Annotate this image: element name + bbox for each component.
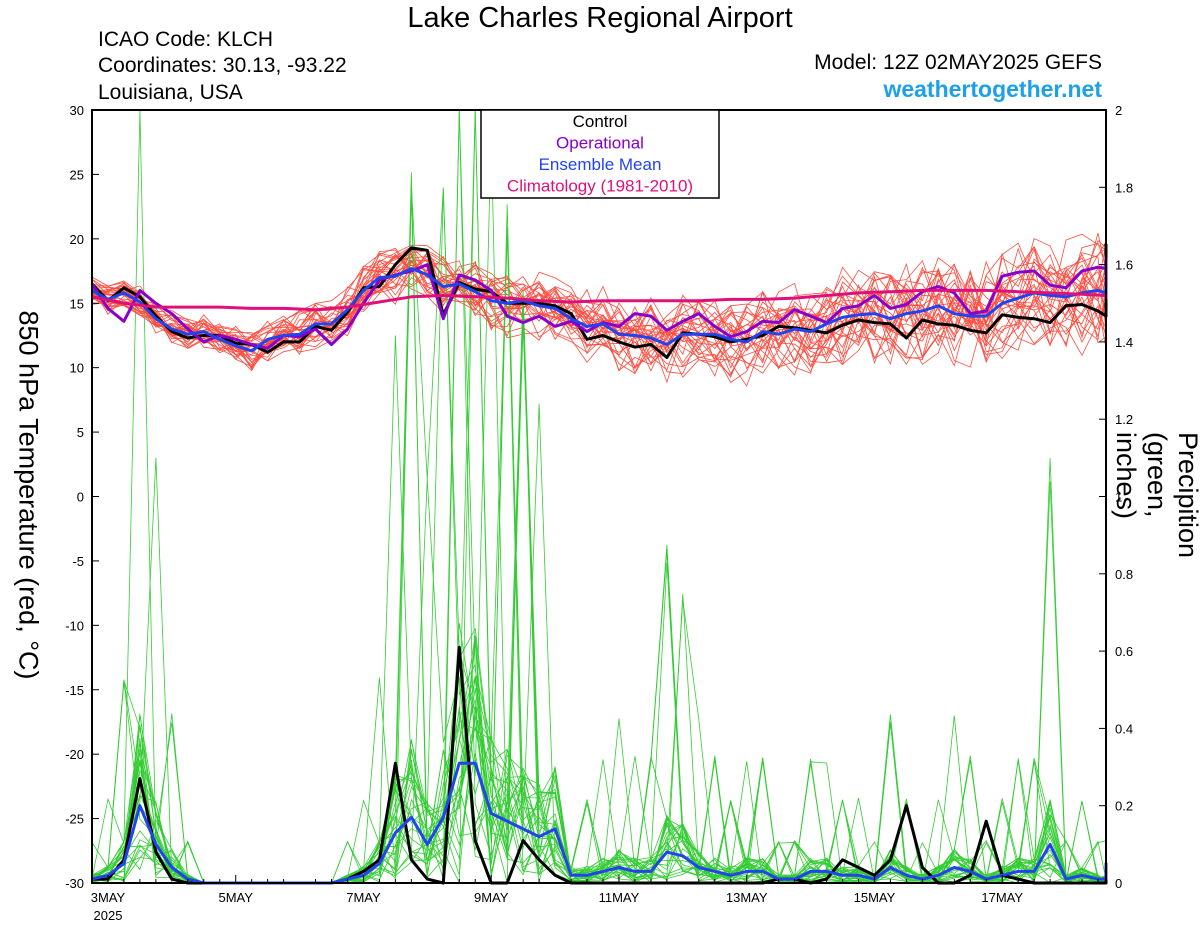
x-tick-label: 13MAY [726, 890, 768, 905]
y-tick-label: -5 [72, 554, 84, 569]
x-tick-label: 5MAY [218, 890, 253, 905]
precip-member-line [91, 109, 1107, 884]
y2-tick-label: 2 [1115, 103, 1122, 118]
y-tick-label: 5 [77, 425, 84, 440]
x-tick-label: 17MAY [981, 890, 1023, 905]
legend-box [480, 109, 720, 199]
precip-member-line [91, 109, 1107, 884]
y2-tick-label: 1.2 [1115, 412, 1133, 427]
site-link[interactable]: weathertogether.net [883, 76, 1102, 102]
temp-ensemble-mean-line [91, 267, 1108, 353]
y-tick-label: 0 [77, 490, 84, 505]
precip-member-line [91, 172, 1107, 884]
chart-title: Lake Charles Regional Airport [407, 2, 793, 34]
x-tick-sublabel: 2025 [94, 908, 123, 923]
precip-member-line [91, 635, 1107, 884]
y-tick-label: -20 [65, 747, 84, 762]
temp-member-line [91, 245, 1107, 372]
legend: Control Operational Ensemble Mean Climatolo… [480, 109, 720, 199]
y-tick-label: 25 [70, 167, 84, 182]
legend-entry: Climatology (1981-2010) [507, 177, 693, 196]
temp-climatology-1981-2010-line [91, 288, 1108, 312]
temp-control-line [90, 244, 1108, 359]
plot-frame [91, 109, 1107, 884]
y-tick-label: 20 [70, 232, 84, 247]
precip-member-line [91, 544, 1107, 884]
temp-member-line [91, 237, 1107, 372]
precip-member-line [91, 109, 1107, 884]
temp-member-line [91, 225, 1107, 375]
temp-member-line [91, 235, 1107, 366]
x-tick-label: 7MAY [346, 890, 381, 905]
precip-member-line [91, 718, 1107, 884]
y2-tick-label: 0.8 [1115, 567, 1133, 582]
ensemble-members [91, 109, 1107, 884]
y2-tick-label: 1.8 [1115, 180, 1133, 195]
y2-tick-label: 1.4 [1115, 335, 1133, 350]
temp-member-line [91, 250, 1107, 378]
y-tick-label: -25 [65, 812, 84, 827]
location: Louisiana, USA [98, 81, 243, 104]
precip-member-line [91, 109, 1107, 884]
y-tick-label: -15 [65, 683, 84, 698]
precip-member-line [91, 642, 1107, 884]
precip-member-line [91, 294, 1107, 884]
legend-entry: Ensemble Mean [539, 155, 662, 174]
y2-tick-label: 0 [1115, 876, 1122, 891]
y-axis-label-left: 850 hPa Temperature (red, °C) [13, 310, 44, 680]
precip-control-line [92, 645, 1108, 885]
x-tick-label: 9MAY [474, 890, 509, 905]
y-tick-label: 10 [70, 361, 84, 376]
x-tick-label: 11MAY [599, 890, 640, 905]
precip-member-line [91, 297, 1107, 884]
temp-member-line [91, 224, 1107, 368]
y-axis-label-right: 6-hour Precipition (green, inches) [1111, 431, 1200, 559]
precip-member-line [91, 403, 1107, 884]
temp-member-line [91, 242, 1107, 375]
y2-tick-label: 0.4 [1115, 721, 1133, 736]
y2-tick-label: 0.6 [1115, 644, 1133, 659]
axes: 302520151050-5-10-15-20-25-3021.81.61.41… [65, 103, 1133, 923]
coordinates: Coordinates: 30.13, -93.22 [98, 54, 347, 77]
precip-member-line [91, 313, 1107, 884]
y2-tick-label: 1.6 [1115, 258, 1133, 273]
model-run: Model: 12Z 02MAY2025 GEFS [814, 51, 1102, 74]
y-tick-label: 15 [70, 296, 84, 311]
legend-entry: Operational [556, 134, 644, 153]
x-tick-label: 3MAY [91, 890, 126, 905]
y-tick-label: -30 [65, 876, 84, 891]
y-tick-label: 30 [70, 103, 84, 118]
y2-tick-label: 0.2 [1115, 799, 1133, 814]
x-tick-label: 15MAY [854, 890, 896, 905]
legend-entry: Control [573, 112, 628, 131]
y-tick-label: -10 [65, 618, 84, 633]
precip-member-line [91, 131, 1107, 884]
temp-member-line [91, 252, 1107, 368]
icao-code: ICAO Code: KLCH [98, 28, 274, 51]
y2-tick-label: 1 [1115, 490, 1122, 505]
